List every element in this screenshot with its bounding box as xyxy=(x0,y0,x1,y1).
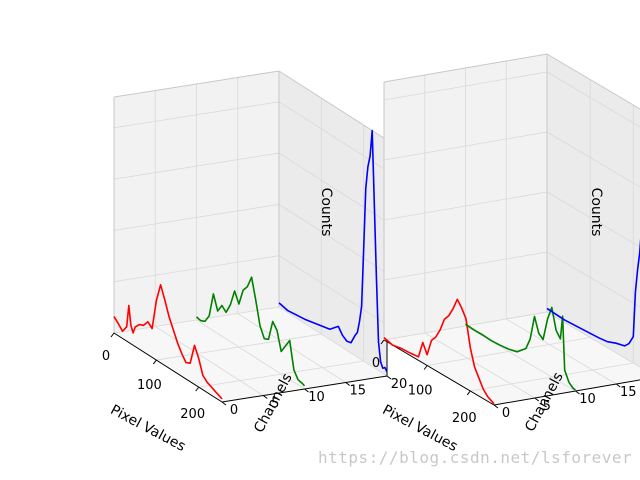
y-tick xyxy=(221,401,227,406)
grid-z-left xyxy=(383,311,548,341)
pane-back xyxy=(547,54,640,367)
z-axis-label: Counts xyxy=(588,188,604,237)
grid-z-left xyxy=(383,251,548,281)
x-axis-line xyxy=(113,332,223,403)
grid-y-floor xyxy=(278,306,388,377)
x-tick xyxy=(195,386,200,392)
x-axis-line xyxy=(383,339,495,406)
grid-z-left xyxy=(383,71,548,101)
y-tick-label: 5 xyxy=(543,399,551,414)
grid-z-back xyxy=(546,311,640,368)
y-tick-label: 20 xyxy=(391,377,408,392)
grid-z-left xyxy=(113,255,280,283)
grid-y-floor xyxy=(155,326,264,396)
pane-edge xyxy=(546,53,640,110)
grid-y-floor xyxy=(237,313,346,383)
series-line-channel-0 xyxy=(383,298,495,405)
grid-y-floor xyxy=(196,319,305,390)
axes-3d-right: 01002000510152005000100001500020000Pixel… xyxy=(372,53,640,455)
y-tick xyxy=(493,404,499,409)
grid-z-left xyxy=(113,203,280,231)
grid-y-floor xyxy=(465,325,576,392)
x-tick xyxy=(110,332,115,338)
y-tick-label: 5 xyxy=(271,397,279,412)
grid-z-back xyxy=(278,204,388,274)
grid-z-back xyxy=(546,251,640,308)
y-tick-label: 10 xyxy=(579,392,596,407)
y-tick-label: 10 xyxy=(308,390,325,405)
x-axis-label: Pixel Values xyxy=(380,402,460,455)
y-tick-label: 0 xyxy=(230,403,238,418)
y-tick xyxy=(304,388,309,393)
axes-3d-left: 01002000510152025005000750010000Pixel Va… xyxy=(102,70,437,455)
x-tick-label: 100 xyxy=(408,383,433,398)
grid-z-back xyxy=(278,255,388,326)
watermark: https://blog.csdn.net/lsforever xyxy=(318,448,633,467)
y-tick xyxy=(262,395,268,399)
grid-y-floor xyxy=(424,332,535,399)
pane-edge xyxy=(383,53,548,83)
grid-z-left xyxy=(383,131,548,161)
x-tick-label: 100 xyxy=(137,378,162,393)
y-tick xyxy=(534,397,540,402)
grid-z-back xyxy=(546,131,640,188)
grid-z-back xyxy=(546,71,640,128)
pane-floor xyxy=(384,312,640,405)
series-line-channel-10 xyxy=(465,306,576,391)
grid-z-left xyxy=(113,101,280,129)
series-line-channel-0 xyxy=(113,283,223,400)
x-tick xyxy=(152,359,157,365)
grid-z-left xyxy=(383,191,548,221)
y-tick xyxy=(615,383,621,388)
x-tick-label: 0 xyxy=(102,349,110,364)
x-tick-label: 200 xyxy=(180,407,205,422)
grid-z-back xyxy=(546,191,640,248)
pane-edge xyxy=(113,70,280,98)
y-tick xyxy=(345,382,351,386)
y-tick xyxy=(575,390,580,395)
pane-edge xyxy=(278,70,388,141)
x-tick xyxy=(423,365,428,370)
x-tick-label: 0 xyxy=(372,356,380,371)
x-tick xyxy=(380,339,385,345)
grid-y-floor xyxy=(506,318,617,385)
y-tick-label: 0 xyxy=(502,406,510,421)
y-tick-label: 15 xyxy=(349,384,366,399)
pane-back xyxy=(279,71,387,376)
y-tick xyxy=(386,375,392,380)
series-line-channel-10 xyxy=(195,276,306,387)
x-tick xyxy=(466,390,471,396)
y-tick-label: 15 xyxy=(620,385,637,400)
series-line-channel-20 xyxy=(278,129,388,373)
x-axis-label: Pixel Values xyxy=(108,402,188,455)
grid-z-left xyxy=(113,152,280,180)
z-axis-label: Counts xyxy=(318,188,334,237)
grid-z-back xyxy=(278,152,388,223)
series-line-channel-20 xyxy=(546,238,640,347)
x-tick-label: 200 xyxy=(452,411,477,426)
